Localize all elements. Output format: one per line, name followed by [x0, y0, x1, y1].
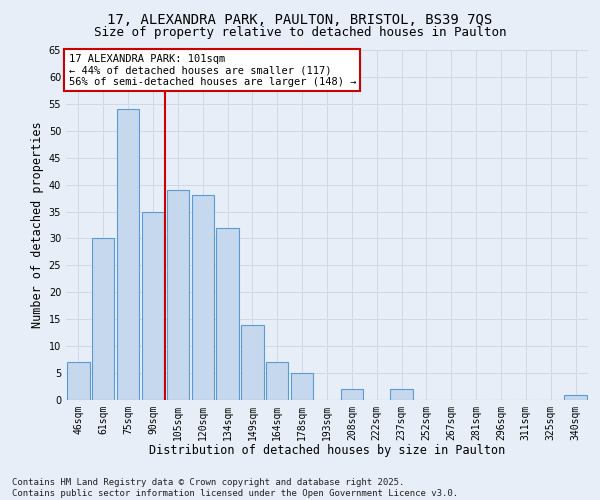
X-axis label: Distribution of detached houses by size in Paulton: Distribution of detached houses by size … [149, 444, 505, 458]
Bar [565, 394, 587, 400]
Text: Contains HM Land Registry data © Crown copyright and database right 2025.
Contai: Contains HM Land Registry data © Crown c… [12, 478, 458, 498]
Bar [341, 389, 363, 400]
Text: Size of property relative to detached houses in Paulton: Size of property relative to detached ho… [94, 26, 506, 39]
Bar [266, 362, 289, 400]
Bar [67, 362, 89, 400]
Bar [241, 324, 263, 400]
Bar [117, 109, 139, 400]
Bar [291, 373, 313, 400]
Text: 17 ALEXANDRA PARK: 101sqm
← 44% of detached houses are smaller (117)
56% of semi: 17 ALEXANDRA PARK: 101sqm ← 44% of detac… [68, 54, 356, 86]
Text: 17, ALEXANDRA PARK, PAULTON, BRISTOL, BS39 7QS: 17, ALEXANDRA PARK, PAULTON, BRISTOL, BS… [107, 12, 493, 26]
Bar [217, 228, 239, 400]
Bar [167, 190, 189, 400]
Bar [191, 196, 214, 400]
Bar [92, 238, 115, 400]
Bar [391, 389, 413, 400]
Bar [142, 212, 164, 400]
Y-axis label: Number of detached properties: Number of detached properties [31, 122, 44, 328]
